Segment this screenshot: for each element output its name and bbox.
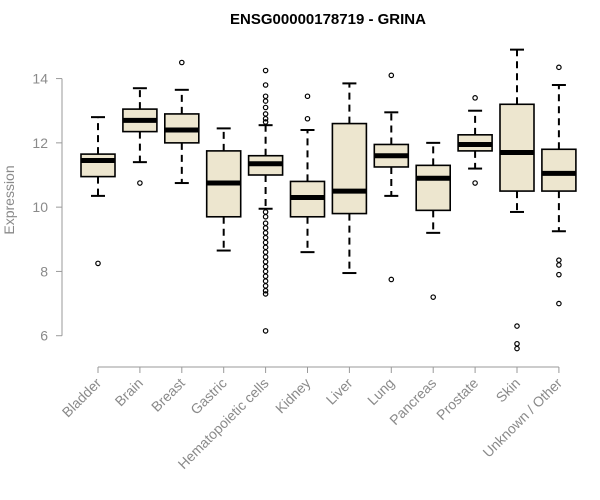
box-liver: [331, 82, 368, 275]
outlier-point: [262, 104, 269, 111]
outlier-point: [304, 93, 311, 100]
x-tick-label: Skin: [493, 375, 524, 406]
outlier-point: [137, 180, 143, 186]
x-tick-label: Kidney: [272, 375, 314, 417]
outlier-point: [262, 234, 269, 241]
outlier-point: [262, 230, 269, 236]
outlier-point: [556, 262, 562, 268]
box-prostate: [457, 95, 493, 186]
y-tick-label: 14: [32, 71, 48, 87]
box-lung: [373, 72, 410, 283]
outlier-point: [556, 64, 562, 71]
outlier-point: [514, 323, 520, 329]
box-brain: [122, 87, 158, 186]
outlier-point: [388, 276, 395, 283]
y-tick-label: 12: [32, 135, 48, 151]
outlier-point: [556, 300, 562, 307]
x-tick-label: Unknown / Other: [479, 375, 565, 461]
x-tick-label: Prostate: [433, 375, 481, 423]
outlier-point: [262, 249, 269, 255]
outlier-point: [262, 225, 269, 231]
outlier-point: [262, 115, 269, 122]
iqr-box: [331, 122, 368, 215]
x-tick-label: Lung: [364, 375, 397, 408]
outlier-point: [262, 67, 269, 74]
outlier-point: [262, 119, 269, 125]
box-gastric: [205, 127, 242, 252]
box-group: [80, 48, 577, 352]
x-tick-label: Bladder: [59, 375, 105, 421]
box-breast: [164, 59, 200, 185]
box-hematopoietic-cells: [247, 67, 284, 334]
y-axis: 6 8 10 12 14: [32, 71, 63, 344]
x-tick-label: Liver: [323, 375, 356, 408]
outlier-point: [262, 268, 269, 275]
outlier-point: [472, 95, 478, 101]
outlier-point: [262, 239, 269, 246]
iqr-box: [80, 153, 116, 178]
x-tick-label: Brain: [112, 375, 146, 409]
iqr-box: [499, 103, 535, 192]
outlier-point: [262, 273, 269, 280]
outlier-point: [388, 72, 395, 79]
outlier-point: [262, 287, 269, 294]
box-kidney: [289, 93, 326, 254]
outlier-point: [262, 244, 269, 251]
outlier-point: [304, 115, 311, 122]
box-bladder: [80, 116, 116, 267]
outlier-point: [556, 271, 562, 278]
iqr-box: [415, 164, 452, 212]
x-tick-label: Breast: [148, 375, 188, 415]
outlier-point: [262, 278, 269, 284]
box-pancreas: [415, 141, 452, 300]
outlier-point: [430, 294, 437, 300]
outlier-point: [262, 213, 269, 220]
outlier-point: [262, 291, 269, 297]
outlier-point: [262, 328, 269, 334]
y-tick-label: 10: [32, 199, 48, 215]
outlier-point: [179, 59, 185, 66]
outlier-point: [262, 93, 269, 100]
outlier-point: [262, 98, 269, 104]
chart-title: ENSG00000178719 - GRINA: [230, 11, 426, 28]
outlier-point: [514, 345, 520, 352]
outlier-point: [262, 254, 269, 260]
x-tick-label: Pancreas: [386, 375, 439, 428]
outlier-point: [472, 180, 478, 186]
y-axis-label: Expression: [1, 165, 17, 234]
outlier-point: [262, 209, 269, 215]
outlier-point: [95, 260, 101, 267]
outlier-point: [514, 340, 520, 347]
outlier-point: [262, 263, 269, 270]
outlier-point: [262, 258, 269, 265]
y-tick-label: 6: [40, 328, 48, 344]
outlier-point: [556, 257, 562, 263]
y-tick-label: 8: [40, 263, 48, 279]
outlier-point: [262, 220, 269, 227]
outlier-point: [262, 82, 269, 88]
box-skin: [499, 48, 535, 352]
outlier-point: [262, 283, 269, 289]
iqr-box: [541, 148, 577, 192]
outlier-point: [262, 111, 269, 117]
box-unknown-other: [541, 64, 577, 307]
